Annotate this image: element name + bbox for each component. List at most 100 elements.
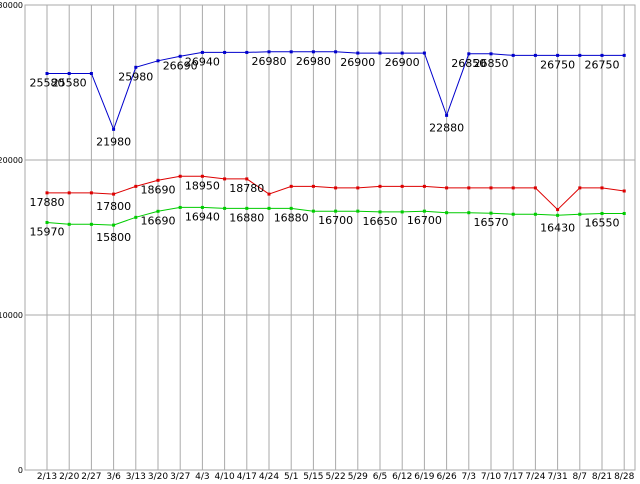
- data-point: [511, 186, 515, 190]
- data-point: [134, 65, 138, 69]
- data-point: [356, 209, 360, 213]
- x-tick-label: 5/22: [325, 472, 345, 480]
- data-point: [600, 186, 604, 190]
- x-tick-label: 7/24: [525, 472, 545, 480]
- x-tick-label: 5/15: [303, 472, 323, 480]
- data-label: 25580: [30, 77, 65, 90]
- data-point: [533, 186, 537, 190]
- data-point: [445, 113, 449, 117]
- x-axis: 2/13 2/20 2/27 3/6 3/13 3/20 3/27 4/3 4/10 4/17 4/…: [37, 472, 635, 482]
- data-point: [334, 50, 338, 54]
- data-label: 26900: [340, 56, 375, 69]
- data-point: [622, 211, 626, 215]
- x-tick-label: 6/12: [392, 472, 412, 480]
- data-label: 16570: [474, 216, 509, 229]
- x-tick-label: 8/28: [614, 472, 634, 480]
- data-point: [533, 53, 537, 57]
- data-point: [578, 212, 582, 216]
- data-label: 18780: [229, 182, 264, 195]
- data-point: [467, 211, 471, 215]
- data-point: [89, 72, 93, 76]
- x-tick-label: 3/27: [170, 472, 190, 480]
- data-point: [556, 53, 560, 57]
- x-tick-label: 6/5: [373, 472, 387, 480]
- data-point: [400, 210, 404, 214]
- plot-background: [24, 4, 636, 471]
- data-point: [356, 186, 360, 190]
- data-label: 26940: [185, 55, 220, 68]
- data-point: [178, 205, 182, 209]
- data-label: 26850: [451, 57, 486, 70]
- x-tick-label: 7/10: [481, 472, 501, 480]
- data-label: 22880: [429, 121, 464, 134]
- x-tick-label: 4/24: [259, 472, 279, 480]
- data-label: 15800: [96, 231, 131, 244]
- data-point: [245, 206, 249, 210]
- data-point: [45, 220, 49, 224]
- data-point: [311, 209, 315, 213]
- data-point: [112, 192, 116, 196]
- data-point: [622, 53, 626, 57]
- data-point: [378, 51, 382, 55]
- x-tick-label: 6/19: [414, 472, 434, 480]
- data-point: [89, 222, 93, 226]
- data-point: [156, 209, 160, 213]
- data-point: [400, 51, 404, 55]
- data-label: 17800: [96, 200, 131, 213]
- data-point: [134, 215, 138, 219]
- data-point: [178, 54, 182, 58]
- data-point: [489, 211, 493, 215]
- data-label: 16880: [229, 211, 264, 224]
- data-point: [267, 206, 271, 210]
- y-axis: 0 10000 20000 30000: [0, 1, 23, 475]
- data-label: 16690: [141, 214, 176, 227]
- data-point: [533, 212, 537, 216]
- x-tick-label: 3/13: [126, 472, 146, 480]
- x-tick-label: 5/1: [284, 472, 298, 480]
- y-tick-label: 10000: [0, 311, 23, 320]
- data-point: [156, 59, 160, 63]
- data-point: [223, 206, 227, 210]
- data-point: [200, 50, 204, 54]
- data-point: [223, 177, 227, 181]
- data-point: [600, 211, 604, 215]
- data-label: 26750: [540, 58, 575, 71]
- x-tick-label: 7/17: [503, 472, 523, 480]
- data-point: [200, 174, 204, 178]
- data-point: [311, 50, 315, 54]
- data-point: [467, 52, 471, 56]
- data-point: [245, 177, 249, 181]
- data-label: 26690: [163, 59, 198, 72]
- data-point: [223, 50, 227, 54]
- data-point: [45, 72, 49, 76]
- data-point: [556, 208, 560, 212]
- x-tick-label: 7/3: [462, 472, 476, 480]
- data-point: [245, 50, 249, 54]
- data-point: [445, 186, 449, 190]
- data-label: 18690: [141, 183, 176, 196]
- data-point: [511, 53, 515, 57]
- data-point: [334, 209, 338, 213]
- data-label: 16700: [407, 214, 442, 227]
- y-tick-label: 30000: [0, 1, 23, 10]
- y-tick-label: 20000: [0, 156, 23, 165]
- data-point: [311, 184, 315, 188]
- x-tick-label: 6/26: [436, 472, 456, 480]
- data-point: [45, 191, 49, 195]
- x-tick-label: 8/21: [592, 472, 612, 480]
- data-label: 16700: [318, 214, 353, 227]
- grid: [25, 4, 635, 471]
- data-label: 26750: [585, 58, 620, 71]
- x-tick-label: 2/27: [81, 472, 101, 480]
- y-tick-label: 0: [18, 466, 23, 475]
- data-point: [289, 206, 293, 210]
- data-label: 16880: [274, 211, 309, 224]
- data-label: 25580: [52, 77, 87, 90]
- data-point: [489, 186, 493, 190]
- data-point: [289, 184, 293, 188]
- data-point: [67, 191, 71, 195]
- data-point: [422, 184, 426, 188]
- x-tick-label: 8/7: [573, 472, 587, 480]
- data-label: 26980: [252, 55, 287, 68]
